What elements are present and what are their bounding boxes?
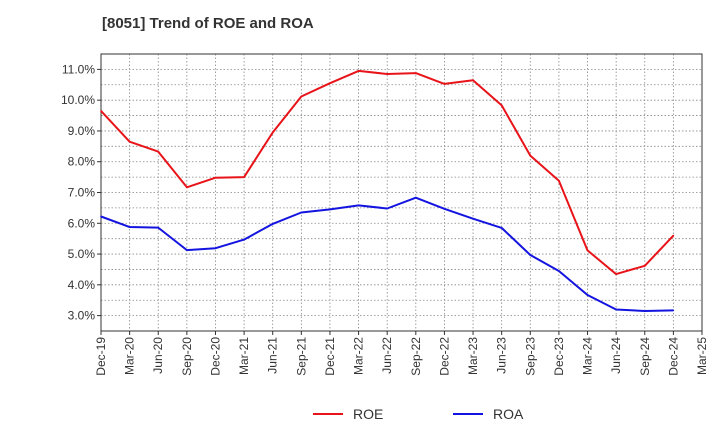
data-point-roe <box>157 150 160 153</box>
x-tick-label: Sep-20 <box>180 337 194 376</box>
data-point-roe <box>529 154 532 157</box>
y-tick-label: 10.0% <box>61 93 95 107</box>
data-point-roe <box>243 176 245 178</box>
data-point-roa <box>443 208 446 210</box>
data-point-roa <box>386 207 388 210</box>
data-point-roe <box>100 110 102 112</box>
y-axis-ticks: 3.0% 4.0% 5.0% 6.0% 7.0% 8.0% 9.0% 10.0% 11.0% <box>61 62 101 323</box>
series-lines <box>100 69 675 312</box>
data-point-roa <box>157 226 160 229</box>
x-tick-label: Sep-23 <box>523 337 537 376</box>
x-tick-label: Sep-21 <box>294 337 308 376</box>
x-tick-label: Jun-24 <box>609 337 623 374</box>
data-point-roa <box>500 227 503 229</box>
y-tick-label: 4.0% <box>68 278 96 292</box>
data-point-roa <box>214 247 217 250</box>
y-tick-label: 5.0% <box>68 247 96 261</box>
chart-title: [8051] Trend of ROE and ROA <box>102 15 314 32</box>
x-tick-label: Dec-24 <box>666 337 680 376</box>
grid-lines <box>100 53 703 332</box>
data-point-roe <box>558 180 560 182</box>
data-point-roa <box>243 238 245 241</box>
y-tick-label: 6.0% <box>68 216 96 230</box>
data-point-roe <box>329 82 331 85</box>
y-tick-label: 3.0% <box>68 309 96 323</box>
x-tick-label: Dec-23 <box>552 337 566 376</box>
data-point-roe <box>386 73 388 75</box>
data-point-roa <box>300 211 303 214</box>
data-point-roe <box>300 95 303 98</box>
x-tick-label: Jun-22 <box>380 337 394 374</box>
x-tick-label: Mar-24 <box>581 337 595 375</box>
data-point-roa <box>271 223 274 225</box>
y-tick-label: 11.0% <box>62 62 95 76</box>
data-point-roa <box>615 308 617 311</box>
legend: ROE ROA <box>313 406 524 422</box>
x-tick-label: Dec-20 <box>208 337 222 376</box>
x-tick-label: Jun-20 <box>151 337 165 374</box>
data-point-roe <box>186 186 188 189</box>
x-tick-label: Mar-25 <box>695 337 709 375</box>
y-tick-label: 7.0% <box>68 186 96 200</box>
x-tick-label: Jun-23 <box>495 337 509 374</box>
x-tick-label: Dec-19 <box>94 337 108 376</box>
x-tick-label: Mar-22 <box>352 337 366 375</box>
data-point-roa <box>186 249 188 251</box>
legend-label-roe: ROE <box>353 406 383 422</box>
data-point-roe <box>500 104 503 107</box>
x-tick-label: Mar-23 <box>466 337 480 375</box>
data-point-roe <box>128 140 131 143</box>
data-point-roa <box>128 226 131 228</box>
x-tick-label: Sep-22 <box>409 337 423 376</box>
x-axis-ticks: Dec-19 Mar-20 Jun-20 Sep-20 Dec-20 Mar-21 Jun-… <box>94 331 709 376</box>
data-point-roe <box>443 83 446 85</box>
data-point-roa <box>329 208 331 211</box>
x-tick-label: Dec-21 <box>323 337 337 376</box>
data-point-roe <box>472 79 474 81</box>
data-point-roe <box>643 264 646 267</box>
data-point-roe <box>672 234 675 237</box>
plot-area-frame <box>100 53 703 332</box>
legend-label-roa: ROA <box>493 406 524 422</box>
x-tick-label: Sep-24 <box>638 337 652 376</box>
data-point-roe <box>415 72 417 74</box>
data-point-roa <box>472 217 474 220</box>
y-tick-label: 8.0% <box>68 155 96 169</box>
data-point-roe <box>615 273 617 275</box>
data-point-roa <box>643 310 646 312</box>
x-tick-label: Jun-21 <box>266 337 280 374</box>
data-point-roe <box>271 131 274 134</box>
data-point-roa <box>558 270 560 272</box>
y-tick-label: 9.0% <box>68 124 96 138</box>
x-tick-label: Mar-20 <box>123 337 137 375</box>
x-tick-label: Dec-22 <box>437 337 451 376</box>
data-point-roe <box>357 70 360 72</box>
data-point-roe <box>214 176 217 179</box>
data-point-roa <box>672 309 675 312</box>
data-point-roa <box>586 294 589 296</box>
data-point-roa <box>357 204 360 207</box>
x-tick-label: Mar-21 <box>237 337 251 375</box>
data-point-roa <box>529 254 532 256</box>
data-point-roa <box>100 215 102 218</box>
data-point-roa <box>415 196 417 199</box>
data-point-roe <box>586 249 589 252</box>
